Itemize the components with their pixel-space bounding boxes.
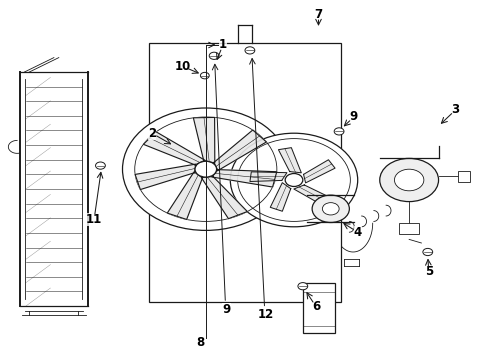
Circle shape (200, 72, 209, 79)
Bar (303, 283, 335, 333)
Bar (20, 72, 88, 306)
Text: 7: 7 (315, 8, 322, 21)
Circle shape (380, 158, 439, 202)
Polygon shape (214, 130, 267, 171)
Bar (149, 43, 341, 302)
Text: 6: 6 (312, 300, 320, 313)
Circle shape (312, 195, 349, 222)
Circle shape (245, 47, 255, 54)
Polygon shape (201, 176, 247, 219)
Text: 8: 8 (196, 336, 204, 349)
Circle shape (423, 248, 433, 256)
Text: 11: 11 (86, 213, 102, 226)
Polygon shape (194, 117, 215, 163)
Circle shape (195, 161, 217, 177)
Bar (399, 223, 419, 234)
Text: 1: 1 (219, 39, 227, 51)
Circle shape (96, 162, 105, 169)
Circle shape (230, 133, 358, 227)
Circle shape (394, 169, 424, 191)
Polygon shape (250, 172, 287, 181)
Text: 4: 4 (354, 226, 362, 239)
Bar (458, 171, 470, 182)
Text: 10: 10 (175, 60, 192, 73)
Polygon shape (278, 148, 301, 173)
Polygon shape (212, 170, 277, 187)
Text: 9: 9 (222, 303, 230, 316)
Circle shape (298, 283, 308, 290)
Text: 12: 12 (257, 309, 274, 321)
Circle shape (209, 52, 219, 59)
Circle shape (334, 128, 344, 135)
Text: 3: 3 (452, 103, 460, 116)
Circle shape (322, 203, 339, 215)
Circle shape (285, 174, 303, 186)
Polygon shape (144, 132, 205, 165)
Polygon shape (167, 172, 202, 220)
Polygon shape (135, 164, 196, 190)
Text: 2: 2 (148, 127, 156, 140)
Polygon shape (304, 160, 335, 183)
Polygon shape (294, 185, 331, 205)
Polygon shape (270, 183, 291, 211)
Text: 9: 9 (350, 111, 358, 123)
Text: 5: 5 (425, 265, 433, 278)
Circle shape (122, 108, 289, 230)
